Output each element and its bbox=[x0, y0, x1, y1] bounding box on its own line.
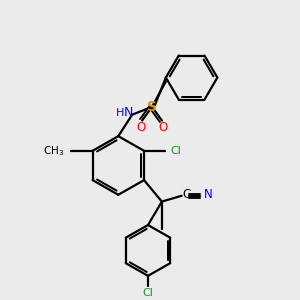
Text: CH$_3$: CH$_3$ bbox=[43, 144, 64, 158]
Text: O: O bbox=[136, 121, 146, 134]
Text: H: H bbox=[116, 108, 124, 118]
Text: Cl: Cl bbox=[171, 146, 182, 156]
Text: O: O bbox=[158, 121, 167, 134]
Text: S: S bbox=[147, 100, 157, 114]
Text: N: N bbox=[203, 188, 212, 201]
Text: C: C bbox=[183, 188, 191, 201]
Text: N: N bbox=[124, 106, 133, 119]
Text: Cl: Cl bbox=[142, 288, 153, 298]
